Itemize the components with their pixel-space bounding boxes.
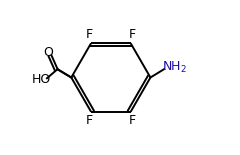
Text: HO: HO [31,73,51,86]
Text: F: F [129,28,136,41]
Text: F: F [86,114,93,127]
Text: F: F [129,114,136,127]
Text: NH$_2$: NH$_2$ [162,60,186,75]
Text: O: O [43,46,53,59]
Text: F: F [86,28,93,41]
